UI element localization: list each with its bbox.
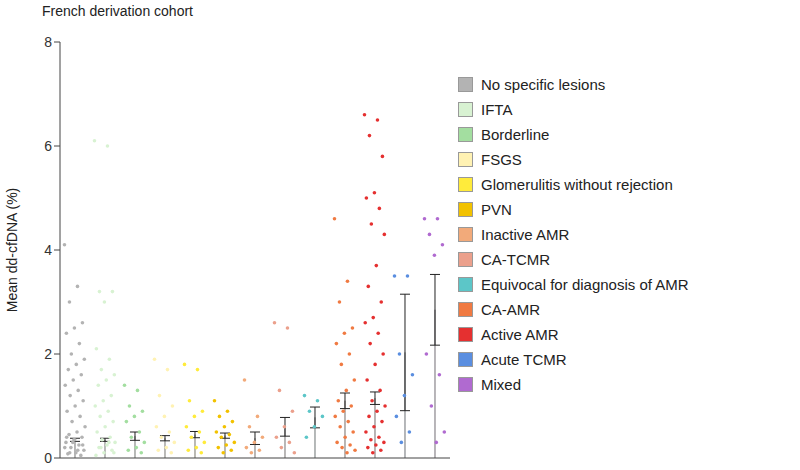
html-text:Active AMR: Active AMR — [481, 326, 559, 343]
html-text:Glomerulitis without rejection: Glomerulitis without rejection — [481, 176, 673, 193]
svg-text:0: 0 — [44, 450, 52, 466]
html-text:IFTA: IFTA — [481, 101, 513, 118]
html-text:CA-TCMR: CA-TCMR — [481, 251, 551, 268]
html-text:No specific lesions: No specific lesions — [481, 76, 606, 93]
html-text:Equivocal for diagnosis of AMR: Equivocal for diagnosis of AMR — [481, 276, 689, 293]
html-text:PVN: PVN — [481, 201, 512, 218]
svg-text:Mean dd-cfDNA (%): Mean dd-cfDNA (%) — [8, 188, 20, 312]
html-text:Mixed: Mixed — [481, 376, 521, 393]
svg-text:6: 6 — [44, 138, 52, 154]
svg-text:2: 2 — [44, 346, 52, 362]
html-text:French derivation cohort: French derivation cohort — [42, 3, 193, 19]
html-text:Acute TCMR: Acute TCMR — [481, 351, 567, 368]
html-text:CA-AMR: CA-AMR — [481, 301, 541, 318]
html-text:Borderline: Borderline — [481, 126, 550, 143]
html-text:Inactive AMR: Inactive AMR — [481, 226, 570, 243]
svg-text:8: 8 — [44, 34, 52, 50]
svg-text:4: 4 — [44, 242, 52, 258]
html-text:FSGS: FSGS — [481, 151, 522, 168]
